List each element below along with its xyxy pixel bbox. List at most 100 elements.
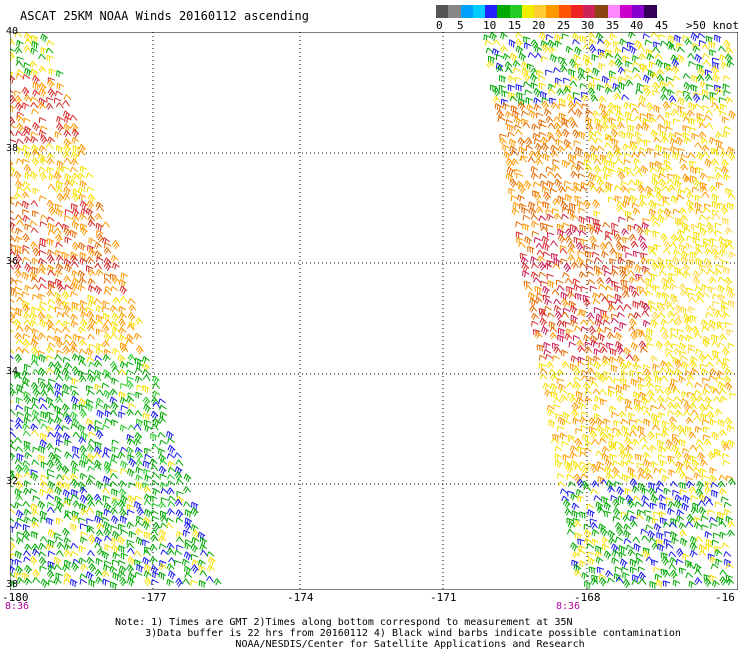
wind-barb	[570, 409, 579, 419]
wind-barb	[711, 431, 720, 441]
wind-barb	[685, 416, 694, 425]
wind-barb	[685, 559, 693, 568]
wind-barb	[711, 102, 719, 109]
wind-barb	[627, 466, 636, 476]
wind-barb	[94, 441, 103, 450]
wind-barb	[102, 424, 110, 431]
wind-barb	[48, 452, 56, 462]
wind-barb	[660, 552, 668, 560]
wind-barb	[567, 291, 576, 299]
wind-barb	[577, 495, 585, 503]
wind-barb	[88, 579, 96, 588]
wind-barb	[152, 382, 161, 390]
wind-barb	[45, 425, 54, 434]
wind-barb	[605, 241, 614, 248]
wind-barb	[704, 158, 713, 168]
wind-barb	[110, 469, 118, 475]
wind-barb	[678, 567, 687, 575]
wind-barb	[644, 228, 653, 236]
wind-barb	[15, 201, 24, 208]
wind-barb	[95, 499, 104, 506]
wind-barb	[120, 468, 128, 475]
wind-barb	[152, 418, 161, 428]
wind-barb	[95, 430, 104, 440]
wind-barb	[553, 67, 561, 73]
wind-barb	[554, 77, 563, 85]
wind-barb	[669, 569, 678, 579]
wind-barb	[77, 284, 86, 292]
wind-barb	[672, 249, 681, 257]
wind-barb	[611, 466, 620, 477]
wind-barb	[638, 53, 647, 61]
wind-barb	[572, 39, 580, 45]
wind-barb	[694, 389, 702, 396]
wind-barb	[135, 459, 144, 467]
wind-barb	[23, 480, 32, 488]
wind-barb	[38, 445, 46, 454]
wind-barb	[642, 452, 651, 460]
wind-barb	[598, 523, 607, 531]
wind-barb	[23, 508, 32, 517]
wind-barb	[16, 138, 24, 145]
legend-swatch	[436, 5, 449, 18]
wind-barb	[23, 319, 32, 326]
wind-barb	[39, 510, 48, 519]
wind-barb	[585, 123, 594, 133]
wind-barb	[572, 366, 581, 376]
wind-barb	[517, 194, 525, 202]
wind-barb	[521, 206, 529, 215]
wind-barb	[570, 314, 578, 324]
wind-barb	[14, 521, 22, 530]
wind-barb	[695, 257, 704, 267]
wind-barb	[644, 334, 653, 344]
wind-barb	[87, 219, 96, 228]
wind-barb	[506, 166, 515, 176]
wind-barb	[719, 388, 728, 395]
wind-barb	[492, 87, 501, 97]
wind-barb	[79, 409, 87, 419]
wind-barb	[94, 212, 103, 220]
wind-barb	[722, 357, 731, 365]
wind-barb	[664, 300, 672, 308]
wind-barb	[47, 264, 55, 274]
wind-barb	[696, 63, 704, 72]
wind-barb	[650, 261, 659, 271]
wind-barb	[714, 84, 722, 93]
wind-barb	[612, 144, 621, 154]
wind-barb	[599, 346, 608, 354]
wind-barb	[721, 116, 730, 124]
wind-barb	[709, 185, 717, 193]
wind-barb	[23, 136, 32, 144]
wind-barb	[719, 488, 728, 496]
wind-barb	[578, 230, 587, 236]
wind-barb	[672, 118, 681, 125]
wind-barb	[577, 67, 586, 77]
wind-barb	[711, 489, 719, 498]
legend-swatch	[583, 5, 596, 18]
legend-swatch	[632, 5, 645, 18]
wind-barb	[631, 574, 640, 583]
wind-barb	[568, 58, 577, 68]
wind-barb	[31, 257, 40, 265]
wind-barb	[117, 500, 126, 510]
wind-barb	[523, 180, 532, 190]
wind-barb	[552, 263, 561, 270]
legend-swatch	[644, 5, 657, 18]
wind-barb	[567, 392, 575, 399]
wind-barb	[70, 478, 79, 488]
wind-barb	[683, 226, 691, 233]
wind-barb	[135, 466, 144, 474]
wind-barb	[64, 439, 72, 447]
wind-barb	[134, 432, 143, 442]
wind-barb	[550, 144, 559, 152]
wind-barb	[71, 395, 79, 405]
wind-barb	[615, 341, 623, 350]
wind-barb	[586, 503, 595, 510]
wind-barb	[697, 67, 706, 77]
wind-barb	[557, 416, 566, 426]
wind-barb	[577, 538, 585, 546]
wind-barb	[648, 487, 657, 497]
wind-barb	[533, 181, 541, 188]
wind-barb	[590, 335, 598, 344]
wind-barb	[682, 553, 690, 561]
